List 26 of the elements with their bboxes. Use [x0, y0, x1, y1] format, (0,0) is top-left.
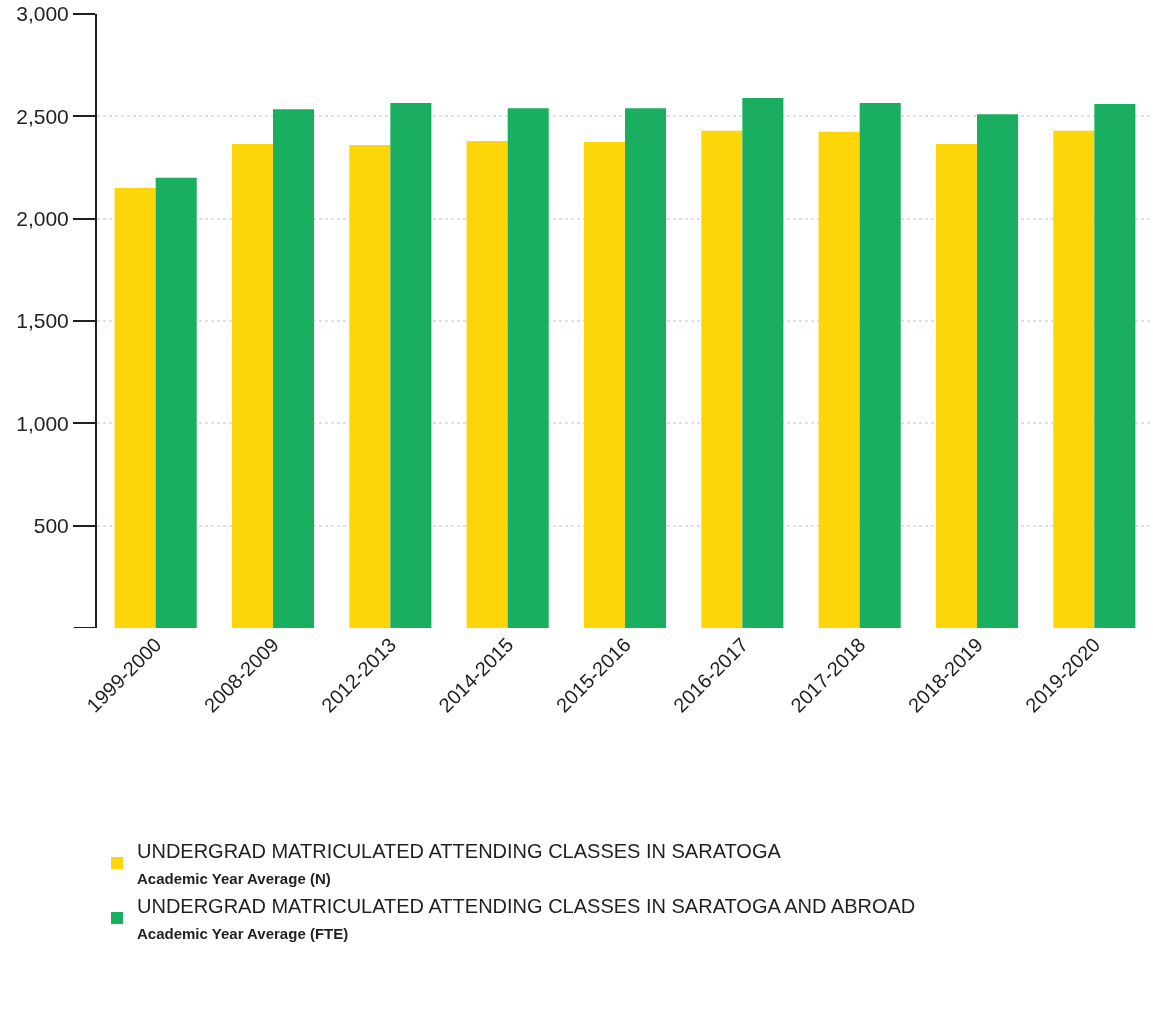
y-tick-label: 2,500	[16, 104, 69, 128]
bar	[114, 187, 156, 628]
bar	[390, 103, 432, 628]
legend-label: UNDERGRAD MATRICULATED ATTENDING CLASSES IN SARATOGA Academic Year Average (N)	[137, 839, 782, 887]
y-tick-label: 3,000	[16, 2, 69, 26]
bar	[507, 108, 549, 628]
bar	[349, 144, 391, 628]
y-tick-label: 1,000	[16, 411, 69, 435]
bar	[742, 97, 784, 628]
bar	[273, 109, 315, 628]
bar	[859, 103, 901, 628]
bar	[935, 143, 977, 628]
bar	[1094, 104, 1136, 628]
bar	[466, 140, 508, 628]
bar	[625, 108, 667, 628]
bar	[583, 141, 625, 628]
bar	[1053, 130, 1095, 628]
legend-label: UNDERGRAD MATRICULATED ATTENDING CLASSES IN SARATOGA AND ABROAD Academic Year Average (FTE)	[137, 894, 916, 942]
bar	[231, 143, 273, 628]
bar	[701, 130, 743, 628]
bar	[977, 114, 1019, 628]
y-tick-label: 500	[33, 514, 69, 538]
y-tick-label: 1,500	[16, 309, 69, 333]
bar	[818, 131, 860, 628]
bar	[155, 177, 197, 628]
y-tick-label: 2,000	[16, 207, 69, 231]
